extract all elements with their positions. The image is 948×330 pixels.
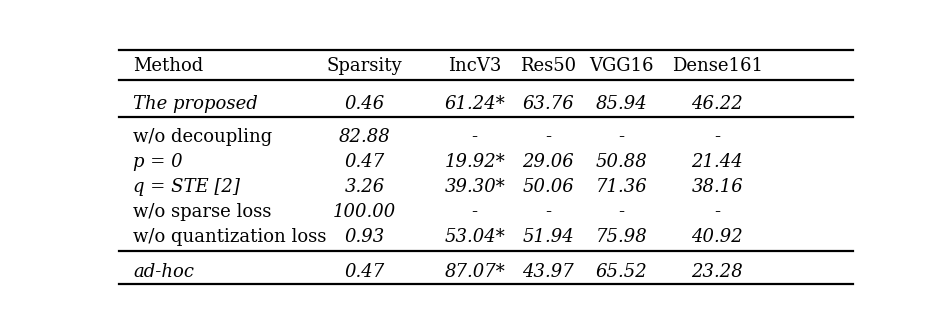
Text: 75.98: 75.98 xyxy=(596,228,647,246)
Text: 0.46: 0.46 xyxy=(344,95,385,114)
Text: -: - xyxy=(619,128,625,147)
Text: w/o quantization loss: w/o quantization loss xyxy=(133,228,326,246)
Text: 50.88: 50.88 xyxy=(596,153,647,171)
Text: 0.47: 0.47 xyxy=(344,263,385,281)
Text: 51.94: 51.94 xyxy=(522,228,574,246)
Text: ad-hoc: ad-hoc xyxy=(133,263,194,281)
Text: q = STE [2]: q = STE [2] xyxy=(133,178,240,196)
Text: 85.94: 85.94 xyxy=(596,95,647,114)
Text: p = 0: p = 0 xyxy=(133,153,183,171)
Text: -: - xyxy=(714,128,720,147)
Text: 61.24*: 61.24* xyxy=(445,95,505,114)
Text: The proposed: The proposed xyxy=(133,95,258,114)
Text: 0.93: 0.93 xyxy=(344,228,385,246)
Text: 0.47: 0.47 xyxy=(344,153,385,171)
Text: 29.06: 29.06 xyxy=(522,153,574,171)
Text: w/o decoupling: w/o decoupling xyxy=(133,128,272,147)
Text: IncV3: IncV3 xyxy=(448,57,501,75)
Text: 71.36: 71.36 xyxy=(596,178,647,196)
Text: 63.76: 63.76 xyxy=(522,95,574,114)
Text: 50.06: 50.06 xyxy=(522,178,574,196)
Text: 87.07*: 87.07* xyxy=(445,263,505,281)
Text: 38.16: 38.16 xyxy=(691,178,743,196)
Text: -: - xyxy=(619,203,625,221)
Text: VGG16: VGG16 xyxy=(590,57,654,75)
Text: 23.28: 23.28 xyxy=(691,263,743,281)
Text: 3.26: 3.26 xyxy=(344,178,385,196)
Text: Method: Method xyxy=(133,57,204,75)
Text: 46.22: 46.22 xyxy=(691,95,743,114)
Text: 40.92: 40.92 xyxy=(691,228,743,246)
Text: Sparsity: Sparsity xyxy=(327,57,403,75)
Text: 53.04*: 53.04* xyxy=(445,228,505,246)
Text: 39.30*: 39.30* xyxy=(445,178,505,196)
Text: -: - xyxy=(714,203,720,221)
Text: -: - xyxy=(472,203,478,221)
Text: -: - xyxy=(545,203,552,221)
Text: 43.97: 43.97 xyxy=(522,263,574,281)
Text: -: - xyxy=(545,128,552,147)
Text: w/o sparse loss: w/o sparse loss xyxy=(133,203,271,221)
Text: 19.92*: 19.92* xyxy=(445,153,505,171)
Text: 21.44: 21.44 xyxy=(691,153,743,171)
Text: Res50: Res50 xyxy=(520,57,576,75)
Text: 65.52: 65.52 xyxy=(596,263,647,281)
Text: -: - xyxy=(472,128,478,147)
Text: 100.00: 100.00 xyxy=(333,203,396,221)
Text: Dense161: Dense161 xyxy=(672,57,763,75)
Text: 82.88: 82.88 xyxy=(338,128,391,147)
